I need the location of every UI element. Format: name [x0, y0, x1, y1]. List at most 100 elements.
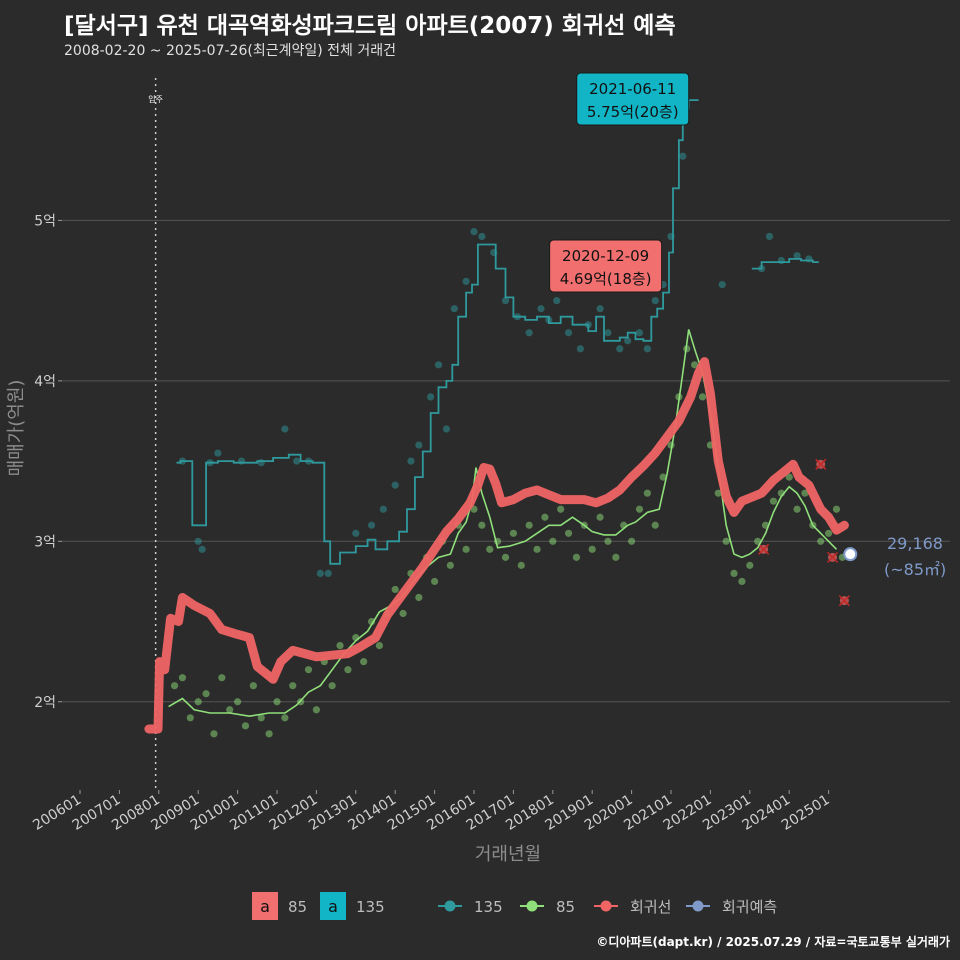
point-85 — [273, 698, 281, 706]
point-135 — [537, 305, 545, 313]
callout-value: 4.69억(18층) — [560, 270, 652, 288]
y-axis-ticks: 2억 3억 4억 5억 — [34, 213, 62, 711]
point-135 — [470, 228, 478, 236]
point-85 — [375, 642, 384, 650]
point-85 — [360, 658, 368, 666]
callout-date: 2021-06-11 — [589, 80, 676, 98]
chart-legend: a 85 a 135 135 85 회귀선 회귀예측 — [252, 892, 777, 920]
y-tick-label: 3억 — [34, 534, 56, 550]
point-135 — [198, 545, 206, 553]
point-135 — [194, 537, 202, 545]
point-85 — [391, 585, 399, 594]
scatter-points — [170, 152, 850, 738]
point-135 — [525, 329, 533, 337]
point-85 — [226, 706, 234, 714]
point-135 — [576, 345, 584, 353]
point-85 — [241, 722, 250, 730]
point-85 — [651, 521, 659, 529]
point-85 — [336, 642, 344, 650]
point-85 — [643, 489, 651, 497]
point-85 — [202, 690, 210, 698]
point-85 — [501, 553, 510, 561]
callout-value: 5.75억(20층) — [587, 103, 679, 121]
forecast-value: 29,168 — [887, 534, 943, 553]
point-85 — [312, 706, 320, 714]
point-85 — [517, 561, 525, 569]
legend-key-dot — [444, 900, 456, 912]
point-85 — [738, 577, 746, 586]
point-85 — [344, 666, 352, 674]
point-85 — [178, 674, 187, 682]
point-135 — [407, 457, 415, 465]
point-135 — [442, 425, 451, 433]
legend-key-dot — [526, 900, 538, 912]
legend-item-label: 85 — [556, 898, 575, 916]
y-tick-label: 4억 — [34, 374, 56, 390]
move-in-marker: 입주 — [148, 78, 163, 790]
point-135 — [718, 281, 726, 289]
point-135 — [415, 441, 423, 449]
point-135 — [765, 232, 774, 241]
page-subtitle: 2008-02-20 ~ 2025-07-26(최근계약일) 전체 거래건 — [64, 43, 396, 59]
series-85-line — [168, 329, 838, 718]
point-85 — [588, 545, 596, 553]
point-85 — [793, 505, 801, 513]
point-85 — [234, 698, 242, 706]
regression-x-marker — [815, 458, 827, 470]
x-axis-title: 거래년월 — [475, 844, 541, 865]
point-85 — [218, 674, 226, 682]
legend-label-glyph: a — [328, 897, 338, 916]
grid-lines — [62, 219, 950, 703]
point-85 — [186, 714, 194, 722]
credit-line: ©디아파트(dapt.kr) / 2025.07.29 / 자료=국토교통부 실… — [596, 935, 950, 949]
point-85 — [691, 361, 699, 369]
point-85 — [486, 545, 494, 553]
point-85 — [328, 682, 336, 690]
series-135-line — [176, 99, 699, 565]
point-85 — [415, 593, 423, 602]
point-135 — [462, 277, 470, 285]
legend-label-name: 135 — [356, 898, 385, 916]
point-85 — [431, 577, 439, 586]
regression-line — [144, 357, 849, 734]
point-85 — [817, 537, 825, 545]
legend-item-label: 회귀선 — [630, 898, 671, 916]
point-135 — [434, 361, 443, 369]
point-135 — [604, 329, 612, 337]
point-85 — [541, 513, 549, 521]
point-85 — [289, 682, 297, 690]
callout-date: 2020-12-09 — [562, 247, 649, 265]
series-135-line — [751, 258, 819, 270]
point-85 — [367, 617, 376, 626]
point-85 — [564, 529, 573, 537]
point-85 — [249, 682, 257, 690]
point-85 — [596, 513, 604, 521]
point-135 — [624, 337, 632, 345]
point-135 — [501, 297, 510, 305]
point-85 — [509, 529, 517, 537]
point-135 — [651, 297, 659, 305]
point-85 — [698, 393, 707, 401]
point-135 — [679, 152, 687, 160]
move-in-label: 입주 — [148, 95, 163, 104]
legend-label-box — [320, 892, 346, 920]
point-85 — [210, 730, 218, 738]
point-135 — [391, 481, 399, 489]
point-85 — [281, 714, 289, 722]
point-85 — [801, 489, 809, 497]
point-85 — [557, 505, 565, 513]
point-135 — [805, 255, 813, 263]
point-85 — [549, 537, 557, 545]
regression-x-marker — [758, 543, 770, 555]
point-85 — [635, 505, 644, 513]
legend-label-box — [252, 892, 278, 920]
legend-label-name: 85 — [288, 898, 307, 916]
point-135 — [352, 529, 360, 537]
point-85 — [446, 561, 454, 569]
point-85 — [478, 521, 486, 529]
point-85 — [769, 497, 778, 505]
legend-key-dot — [692, 900, 704, 912]
point-135 — [564, 329, 573, 337]
point-135 — [214, 449, 222, 457]
forecast-marker: 29,168 (~85㎡) — [843, 534, 946, 579]
